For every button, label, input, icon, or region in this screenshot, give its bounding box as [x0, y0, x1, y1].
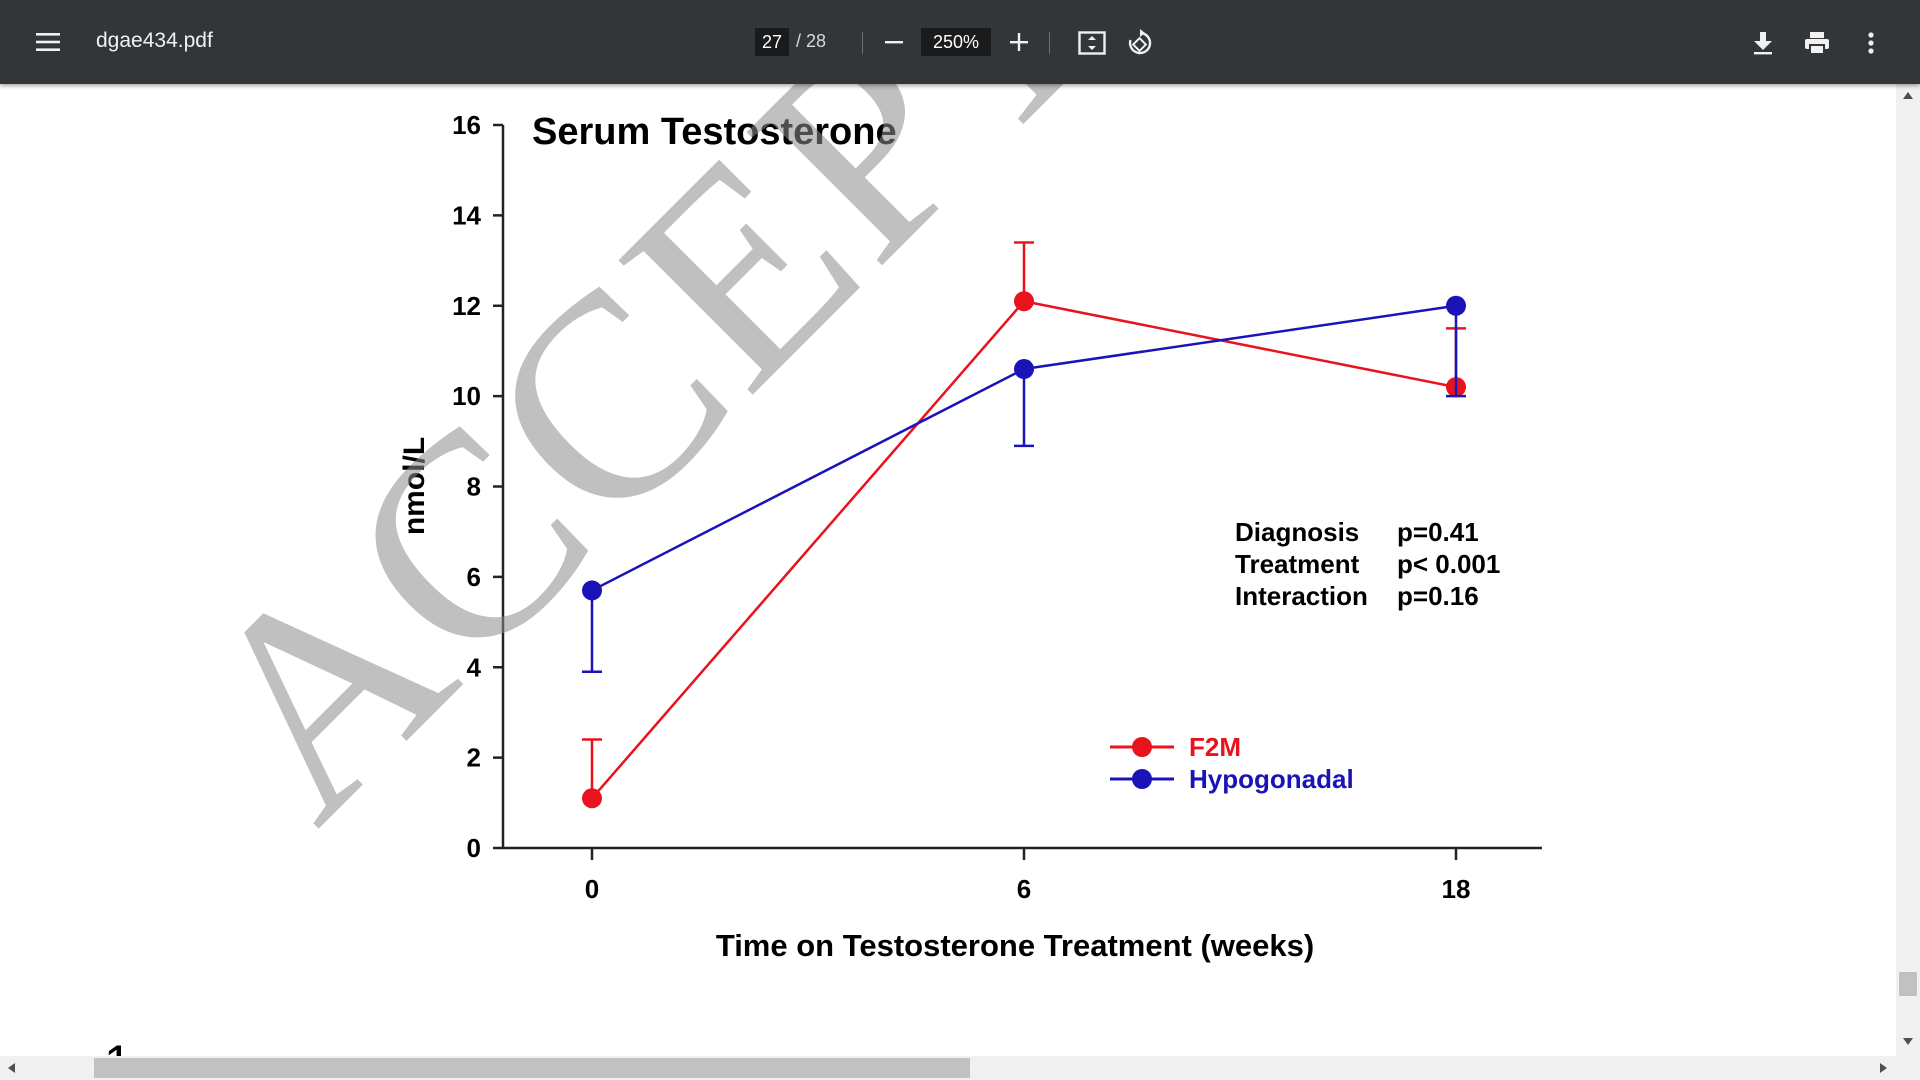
y-tick-label: 14 — [452, 200, 481, 230]
y-tick-label: 12 — [452, 291, 481, 321]
scrollbar-corner — [1896, 1056, 1920, 1080]
pdf-toolbar: dgae434.pdf 27 / 28 250% — [0, 0, 1920, 84]
zoom-level-input[interactable]: 250% — [921, 28, 991, 56]
plus-icon — [1010, 33, 1028, 51]
chart-series — [582, 241, 1466, 809]
fit-page-icon — [1078, 31, 1106, 55]
data-point-hypogonadal — [582, 580, 602, 601]
more-options-button[interactable] — [1854, 26, 1888, 60]
minus-icon — [885, 41, 903, 44]
y-tick-label: 2 — [467, 743, 481, 773]
hamburger-menu-icon[interactable] — [30, 24, 66, 60]
more-vert-icon — [1868, 32, 1874, 54]
toolbar-divider — [1049, 32, 1050, 54]
page-number-input[interactable]: 27 — [755, 28, 789, 56]
y-tick-label: 10 — [452, 381, 481, 411]
rotate-icon — [1128, 29, 1152, 55]
horizontal-scroll-thumb[interactable] — [94, 1058, 970, 1078]
y-tick-label: 6 — [467, 562, 481, 592]
data-point-hypogonadal — [1446, 295, 1466, 316]
vertical-scroll-thumb[interactable] — [1899, 972, 1917, 996]
y-tick-label: 16 — [452, 110, 481, 140]
scroll-down-icon[interactable] — [1903, 1038, 1913, 1045]
page-number-label: 1 — [104, 1034, 132, 1056]
stat-value: p=0.16 — [1397, 581, 1479, 611]
download-button[interactable] — [1746, 26, 1780, 60]
y-axis-label: nmol/L — [398, 437, 431, 535]
rotate-button[interactable] — [1123, 26, 1157, 60]
stat-label: Interaction — [1235, 581, 1368, 611]
stats-annotation: Diagnosis p=0.41 Treatment p< 0.001 Inte… — [1235, 517, 1500, 611]
toolbar-divider — [862, 32, 863, 54]
chart-axes: 0 2 4 6 8 10 12 14 16 0 6 18 — [452, 110, 1542, 904]
chart-legend: F2M Hypogonadal — [1110, 732, 1354, 794]
pdf-page-view[interactable]: Serum Testosterone nmol/L Time on Testos… — [0, 84, 1896, 1056]
legend-label-f2m: F2M — [1189, 732, 1241, 762]
scroll-right-icon[interactable] — [1880, 1063, 1887, 1073]
print-button[interactable] — [1800, 26, 1834, 60]
data-point-f2m — [1014, 291, 1034, 312]
stat-value: p< 0.001 — [1397, 549, 1500, 579]
page-total: / 28 — [796, 31, 827, 51]
stat-value: p=0.41 — [1397, 517, 1479, 547]
chart-title: Serum Testosterone — [532, 111, 897, 153]
serum-testosterone-chart: Serum Testosterone nmol/L Time on Testos… — [398, 110, 1542, 963]
scroll-up-icon[interactable] — [1903, 92, 1913, 99]
legend-marker-hypogonadal — [1132, 769, 1152, 789]
scroll-left-icon[interactable] — [8, 1063, 15, 1073]
x-tick-label: 0 — [585, 874, 599, 904]
y-tick-label: 8 — [467, 472, 481, 502]
data-point-f2m — [582, 788, 602, 809]
document-filename: dgae434.pdf — [96, 29, 213, 52]
zoom-in-button[interactable] — [1003, 26, 1035, 58]
stat-label: Diagnosis — [1235, 517, 1359, 547]
data-point-hypogonadal — [1014, 359, 1034, 380]
vertical-scrollbar[interactable] — [1896, 84, 1920, 1056]
x-tick-label: 6 — [1017, 874, 1031, 904]
legend-label-hypogonadal: Hypogonadal — [1189, 764, 1354, 794]
y-tick-label: 4 — [467, 652, 482, 682]
series-line-hypogonadal — [591, 304, 1457, 592]
print-icon — [1805, 32, 1829, 55]
fit-page-button[interactable] — [1075, 26, 1109, 60]
legend-marker-f2m — [1132, 737, 1152, 757]
y-tick-label: 0 — [467, 833, 481, 863]
x-tick-label: 18 — [1442, 874, 1471, 904]
stat-label: Treatment — [1235, 549, 1360, 579]
download-icon — [1754, 32, 1772, 55]
zoom-out-button[interactable] — [878, 26, 910, 58]
x-axis-label: Time on Testosterone Treatment (weeks) — [716, 928, 1314, 963]
